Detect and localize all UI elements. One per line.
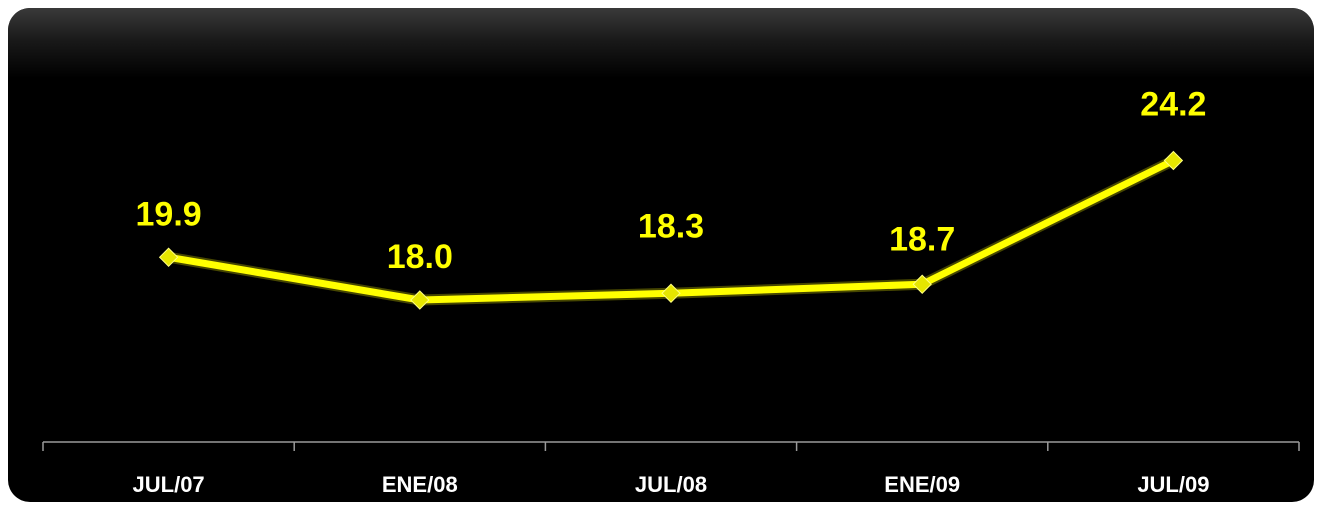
data-point-marker [1163, 150, 1184, 171]
data-point-marker [158, 247, 179, 267]
x-axis [42, 441, 1300, 451]
data-label: 18.7 [889, 220, 955, 258]
x-tick-label: JUL/08 [635, 472, 707, 497]
chart-frame [8, 8, 1314, 502]
data-label: 24.2 [1140, 86, 1206, 124]
data-point-marker [661, 283, 681, 303]
data-label: 19.9 [136, 195, 202, 233]
x-tick-labels: JUL/07 ENE/08 JUL/08 ENE/09 JUL/09 [133, 472, 1210, 497]
x-tick-label: JUL/07 [133, 472, 205, 497]
x-tick-label: JUL/09 [1137, 472, 1209, 497]
data-label: 18.3 [638, 207, 704, 245]
data-labels: 19.9 18.0 18.3 18.7 24.2 [136, 86, 1207, 277]
data-point-marker [912, 274, 932, 294]
x-tick-label: ENE/08 [382, 472, 458, 497]
x-tick-label: ENE/09 [884, 472, 960, 497]
data-label: 18.0 [387, 238, 453, 276]
data-point-marker [410, 290, 430, 310]
markers [158, 150, 1184, 310]
